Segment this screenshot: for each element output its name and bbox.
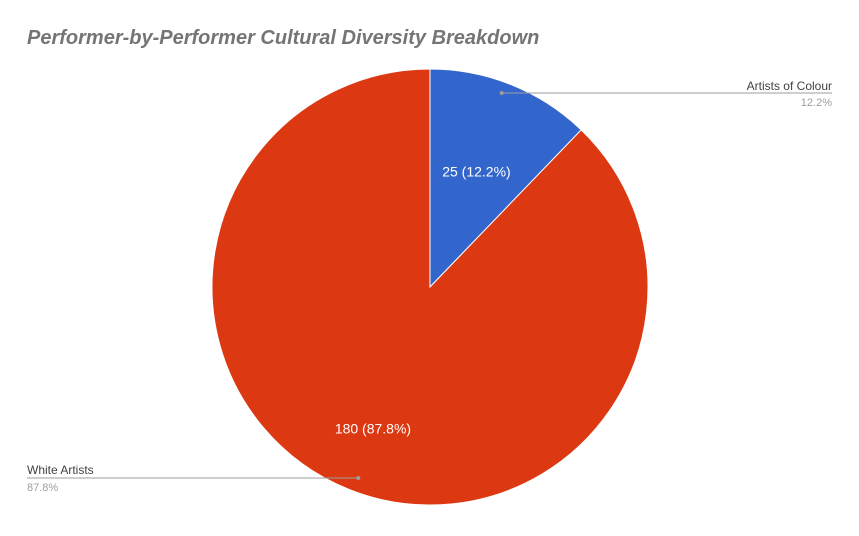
chart-title: Performer-by-Performer Cultural Diversit… bbox=[27, 27, 540, 49]
pie-callouts: Artists of Colour 12.2% White Artists 87.8% bbox=[27, 79, 832, 494]
callout-percent-white-artists: 87.8% bbox=[27, 482, 58, 494]
pie-slice-white-artists bbox=[211, 68, 649, 506]
slice-value-label-artists-of-colour: 25 (12.2%) bbox=[442, 164, 510, 180]
pie-slice-labels: 25 (12.2%) 180 (87.8%) bbox=[335, 164, 511, 437]
callout-label-white-artists: White Artists bbox=[27, 463, 94, 477]
pie-slices bbox=[211, 68, 649, 506]
callout-percent-artists-of-colour: 12.2% bbox=[801, 97, 832, 109]
callout-label-artists-of-colour: Artists of Colour bbox=[747, 79, 832, 93]
pie-slice-artists-of-colour bbox=[429, 68, 582, 289]
callout-dot-artists-of-colour bbox=[499, 91, 504, 95]
slice-value-label-white-artists: 180 (87.8%) bbox=[335, 421, 411, 437]
callout-dot-white-artists bbox=[356, 476, 361, 480]
